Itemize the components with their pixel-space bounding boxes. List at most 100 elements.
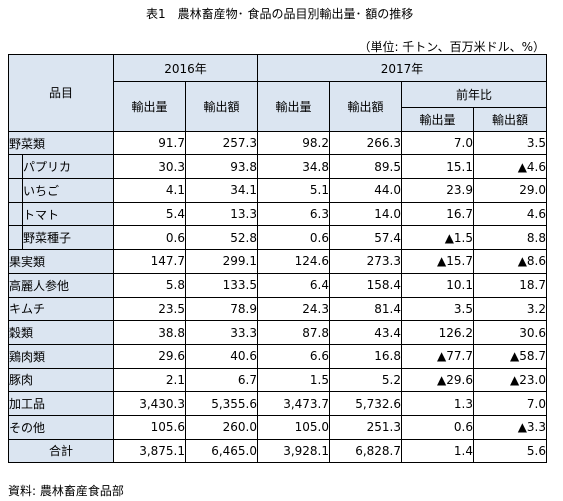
indent-spacer: [8, 201, 23, 227]
row-name: パプリカ: [22, 154, 114, 180]
cell-2016-volume: 38.8: [113, 320, 186, 345]
row-name: 高麗人参他: [8, 272, 114, 298]
cell-yoy-volume: 0.6: [401, 414, 474, 440]
cell-2016-value: 260.0: [185, 414, 258, 440]
cell-2016-value: 52.8: [185, 225, 258, 251]
cell-2017-volume: 34.8: [257, 154, 330, 180]
cell-2016-volume: 23.5: [113, 296, 186, 322]
source-note: 資料: 農林畜産食品部: [8, 484, 124, 498]
cell-2017-volume: 5.1: [257, 178, 330, 203]
cell-2016-volume: 4.1: [113, 178, 186, 203]
cell-2016-volume: 105.6: [113, 414, 186, 440]
table-row: 鶏肉類 29.6 40.6 6.6 16.8 ▲77.7 ▲58.7: [8, 343, 547, 369]
cell-2016-value: 133.5: [185, 272, 258, 298]
cell-2016-volume: 5.4: [113, 201, 186, 227]
cell-2017-value: 5.2: [329, 367, 402, 393]
cell-yoy-value: 4.6: [473, 201, 547, 227]
cell-yoy-volume: 7.0: [401, 130, 474, 156]
row-name: 鶏肉類: [8, 343, 114, 369]
cell-2016-volume: 3,430.3: [113, 391, 186, 416]
table-row: 果実類 147.7 299.1 124.6 273.3 ▲15.7 ▲8.6: [8, 249, 547, 274]
cell-yoy-value: ▲3.3: [473, 414, 547, 440]
cell-yoy-volume: ▲77.7: [401, 343, 474, 369]
header-2017-value: 輸出額: [329, 81, 402, 132]
cell-2017-value: 273.3: [329, 249, 402, 274]
table-row: 野菜類 91.7 257.3 98.2 266.3 7.0 3.5: [8, 130, 547, 156]
cell-2017-value: 251.3: [329, 414, 402, 440]
cell-2017-volume: 98.2: [257, 130, 330, 156]
cell-2017-value: 158.4: [329, 272, 402, 298]
table-row-total: 合計 3,875.1 6,465.0 3,928.1 6,828.7 1.4 5…: [8, 438, 547, 464]
cell-2017-value: 5,732.6: [329, 391, 402, 416]
row-name: キムチ: [8, 296, 114, 322]
cell-2016-value: 5,355.6: [185, 391, 258, 416]
cell-2017-volume: 0.6: [257, 225, 330, 251]
cell-2017-volume: 124.6: [257, 249, 330, 274]
cell-2016-value: 299.1: [185, 249, 258, 274]
row-name: トマト: [22, 201, 114, 227]
cell-yoy-value: ▲23.0: [473, 367, 547, 393]
cell-2017-volume: 105.0: [257, 414, 330, 440]
row-name: 合計: [8, 438, 114, 464]
header-2017-volume: 輸出量: [257, 81, 330, 132]
cell-yoy-value: 8.8: [473, 225, 547, 251]
cell-yoy-volume: 10.1: [401, 272, 474, 298]
row-name: 野菜類: [8, 130, 114, 156]
cell-2017-value: 57.4: [329, 225, 402, 251]
cell-2016-volume: 3,875.1: [113, 438, 186, 464]
header-item: 品目: [8, 54, 114, 132]
cell-2017-volume: 87.8: [257, 320, 330, 345]
cell-2017-value: 16.8: [329, 343, 402, 369]
table-row: 加工品 3,430.3 5,355.6 3,473.7 5,732.6 1.3 …: [8, 391, 547, 416]
table-row: パプリカ 30.3 93.8 34.8 89.5 15.1 ▲4.6: [8, 154, 547, 180]
cell-2017-volume: 24.3: [257, 296, 330, 322]
cell-2017-volume: 6.6: [257, 343, 330, 369]
header-2016: 2016年: [113, 54, 258, 82]
header-yoy-value: 輸出額: [473, 107, 547, 132]
cell-2017-value: 266.3: [329, 130, 402, 156]
cell-2016-volume: 147.7: [113, 249, 186, 274]
cell-2016-value: 6,465.0: [185, 438, 258, 464]
cell-yoy-volume: ▲29.6: [401, 367, 474, 393]
cell-2016-value: 34.1: [185, 178, 258, 203]
table-row: 野菜種子 0.6 52.8 0.6 57.4 ▲1.5 8.8: [8, 225, 547, 251]
cell-2016-volume: 30.3: [113, 154, 186, 180]
cell-yoy-value: 18.7: [473, 272, 547, 298]
cell-2017-value: 14.0: [329, 201, 402, 227]
unit-note: （単位: 千トン、百万米ドル、%）: [358, 40, 545, 54]
cell-yoy-value: 29.0: [473, 178, 547, 203]
table-row: 高麗人参他 5.8 133.5 6.4 158.4 10.1 18.7: [8, 272, 547, 298]
table-row: いちご 4.1 34.1 5.1 44.0 23.9 29.0: [8, 178, 547, 203]
indent-spacer: [8, 154, 23, 180]
cell-2017-volume: 6.4: [257, 272, 330, 298]
cell-2016-volume: 0.6: [113, 225, 186, 251]
cell-2017-value: 81.4: [329, 296, 402, 322]
row-name: 野菜種子: [22, 225, 114, 251]
cell-2016-volume: 5.8: [113, 272, 186, 298]
cell-2017-value: 89.5: [329, 154, 402, 180]
cell-yoy-volume: 1.4: [401, 438, 474, 464]
cell-2016-value: 6.7: [185, 367, 258, 393]
table-row: トマト 5.4 13.3 6.3 14.0 16.7 4.6: [8, 201, 547, 227]
row-name: 豚肉: [8, 367, 114, 393]
indent-spacer: [8, 225, 23, 251]
cell-yoy-volume: 23.9: [401, 178, 474, 203]
cell-2017-volume: 1.5: [257, 367, 330, 393]
cell-yoy-volume: 15.1: [401, 154, 474, 180]
cell-2017-volume: 6.3: [257, 201, 330, 227]
row-name: 加工品: [8, 391, 114, 416]
cell-yoy-value: 5.6: [473, 438, 547, 464]
cell-2016-value: 33.3: [185, 320, 258, 345]
cell-yoy-volume: 1.3: [401, 391, 474, 416]
header-2016-value: 輸出額: [185, 81, 258, 132]
cell-2016-value: 40.6: [185, 343, 258, 369]
cell-2016-volume: 29.6: [113, 343, 186, 369]
cell-2016-value: 78.9: [185, 296, 258, 322]
cell-2016-value: 257.3: [185, 130, 258, 156]
header-2016-volume: 輸出量: [113, 81, 186, 132]
cell-yoy-volume: 16.7: [401, 201, 474, 227]
cell-yoy-volume: ▲15.7: [401, 249, 474, 274]
cell-2017-value: 43.4: [329, 320, 402, 345]
header-yoy: 前年比: [401, 81, 547, 108]
table-row: その他 105.6 260.0 105.0 251.3 0.6 ▲3.3: [8, 414, 547, 440]
